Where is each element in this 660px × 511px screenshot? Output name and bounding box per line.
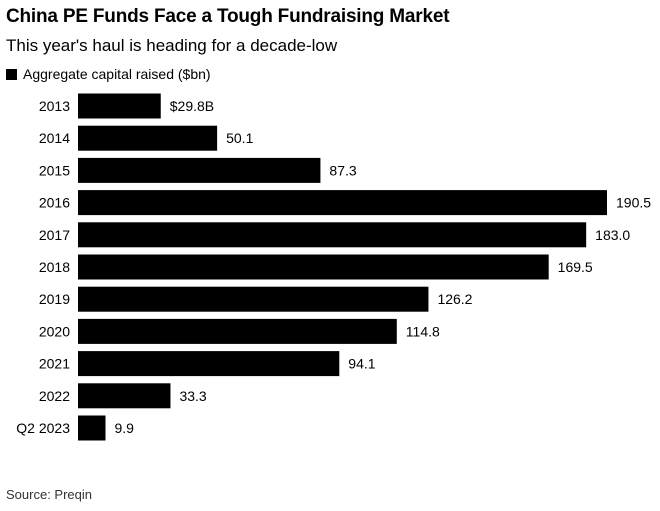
bar <box>78 351 340 377</box>
value-label: 50.1 <box>226 130 253 146</box>
bar <box>78 254 549 280</box>
category-label: 2020 <box>39 323 70 339</box>
value-label: 169.5 <box>558 259 593 275</box>
value-label: 114.8 <box>406 323 440 339</box>
value-label: 183.0 <box>595 227 630 243</box>
bar <box>78 125 218 151</box>
bar <box>78 157 321 183</box>
chart-subtitle: This year's haul is heading for a decade… <box>6 36 338 55</box>
value-label: 94.1 <box>348 356 375 372</box>
legend: Aggregate capital raised ($bn) <box>6 65 211 83</box>
category-label: 2019 <box>39 291 70 307</box>
category-label: 2015 <box>39 162 70 178</box>
value-label: 9.9 <box>114 420 134 436</box>
legend-swatch <box>6 68 17 80</box>
bar <box>78 190 607 216</box>
source-note: Source: Preqin <box>6 487 92 502</box>
legend-label: Aggregate capital raised ($bn) <box>23 66 211 82</box>
bar <box>78 93 161 119</box>
value-label: 33.3 <box>179 388 206 404</box>
category-label: 2013 <box>39 98 70 114</box>
category-label: 2022 <box>39 388 70 404</box>
category-label: 2018 <box>39 259 70 275</box>
bar <box>78 222 587 248</box>
category-label: 2021 <box>39 356 70 372</box>
value-label: 190.5 <box>616 195 651 211</box>
category-label: 2017 <box>39 227 70 243</box>
category-label: 2014 <box>39 130 70 146</box>
bar <box>78 415 106 441</box>
bar <box>78 286 429 312</box>
value-label: $29.8B <box>170 98 214 114</box>
category-label: Q2 2023 <box>16 420 70 436</box>
category-label: 2016 <box>39 195 70 211</box>
bar <box>78 318 397 344</box>
bar <box>78 383 171 409</box>
value-label: 126.2 <box>437 291 472 307</box>
value-label: 87.3 <box>329 162 356 178</box>
chart-title: China PE Funds Face a Tough Fundraising … <box>6 6 450 27</box>
